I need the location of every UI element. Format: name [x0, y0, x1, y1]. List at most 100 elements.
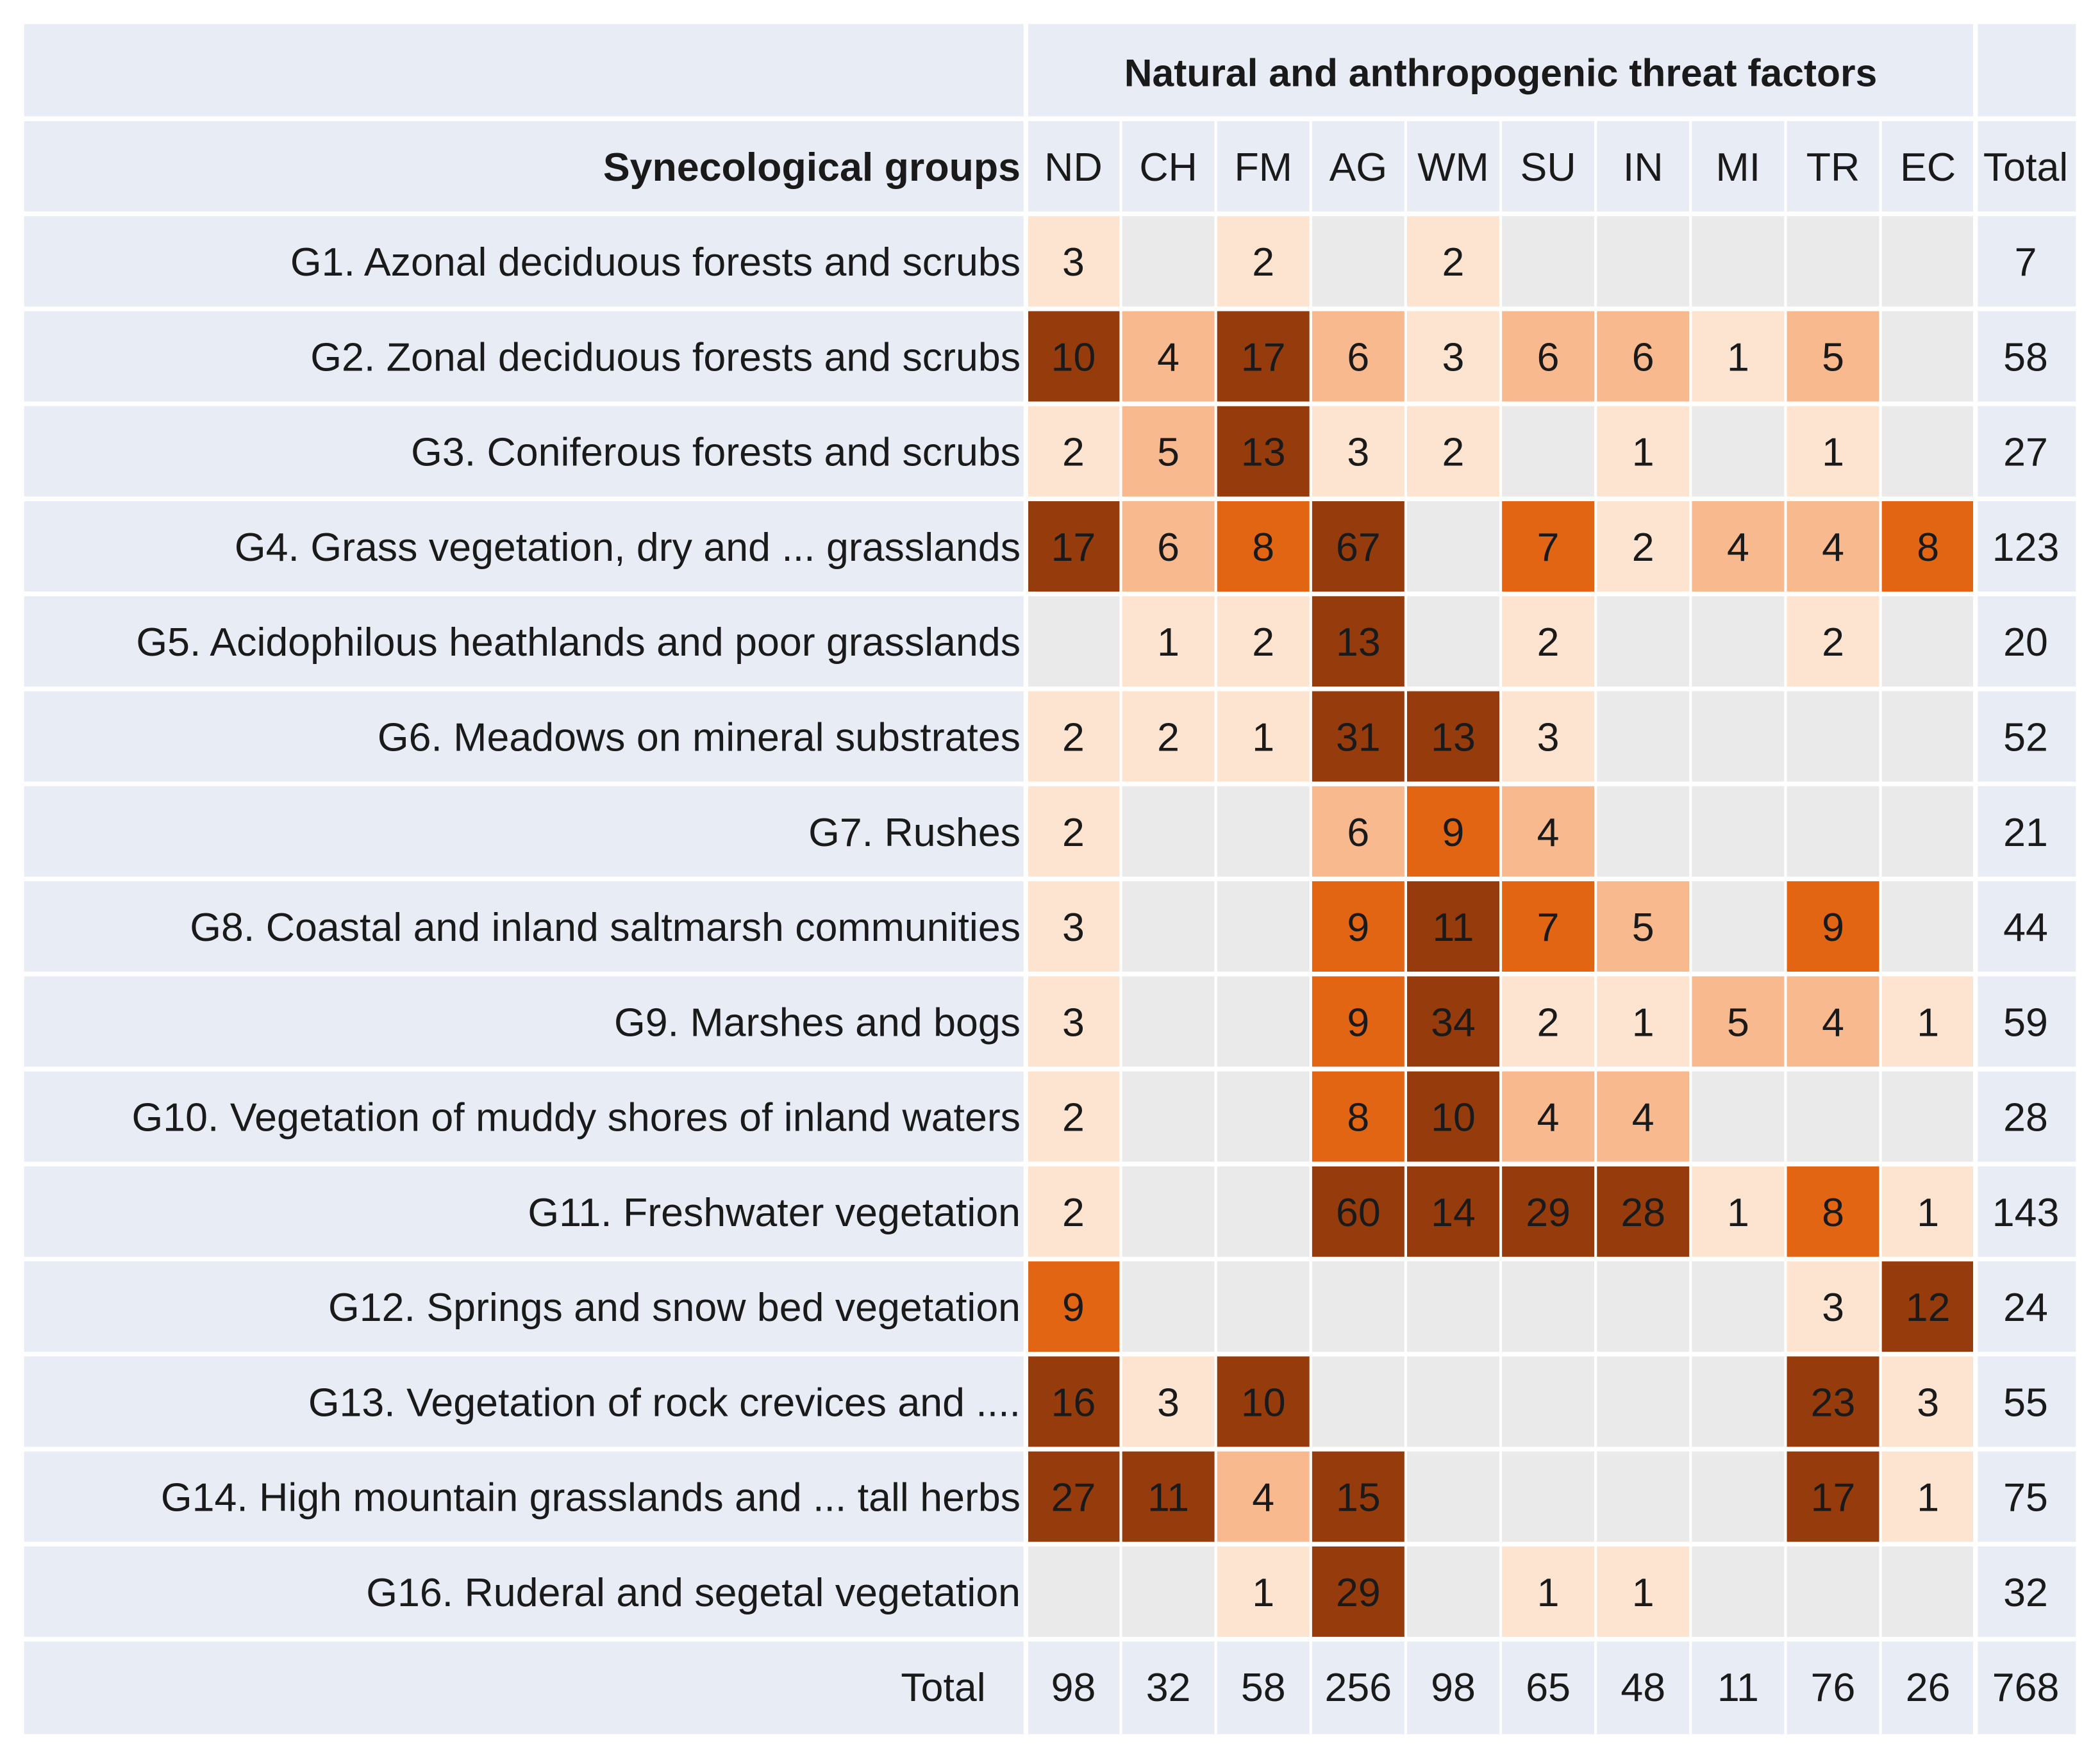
cell-value: 12	[1906, 1285, 1951, 1330]
heatmap-cell	[1026, 688, 1121, 784]
cell-value: 17	[1241, 335, 1286, 380]
column-header: IN	[1623, 145, 1663, 190]
heatmap-cell	[1596, 784, 1691, 879]
cell-value: 3	[1442, 335, 1465, 380]
row-label: G16. Ruderal and segetal vegetation	[366, 1570, 1021, 1615]
row-total: 21	[2003, 810, 2048, 855]
heatmap-cell	[1501, 1164, 1596, 1259]
column-header: EC	[1900, 145, 1956, 190]
row-label: G5. Acidophilous heathlands and poor gra…	[136, 620, 1021, 665]
heatmap-cell	[1026, 499, 1121, 594]
cell-value: 3	[1062, 905, 1085, 950]
heatmap-cell	[1215, 1544, 1311, 1639]
heatmap-cell	[1121, 879, 1216, 974]
heatmap-cell	[1405, 1448, 1501, 1545]
heatmap-cell	[1026, 1544, 1121, 1639]
cell-value: 1	[1727, 335, 1749, 380]
heatmap-cell	[1690, 974, 1786, 1069]
heatmap-cell	[1501, 404, 1596, 499]
row-total: 143	[1992, 1190, 2060, 1235]
heatmap-cell	[1026, 1259, 1121, 1354]
heatmap-cell	[1405, 974, 1501, 1069]
heatmap-cell	[1596, 1448, 1691, 1545]
heatmap-cell	[1690, 1259, 1786, 1354]
heatmap-cell	[1121, 308, 1216, 404]
column-total: 48	[1621, 1665, 1665, 1710]
heatmap-cell	[1880, 1448, 1976, 1545]
heatmap-cell	[1880, 1544, 1976, 1639]
heatmap-cell	[1405, 213, 1501, 309]
heatmap-cell	[1596, 1164, 1691, 1259]
heatmap-cell	[1596, 308, 1691, 404]
heatmap-cell	[1121, 1448, 1216, 1545]
heatmap-cell	[1026, 1164, 1121, 1259]
heatmap-cell	[1310, 1448, 1406, 1545]
cell-value: 11	[1432, 905, 1474, 950]
heatmap-cell	[1596, 404, 1691, 499]
heatmap-cell	[1501, 1354, 1596, 1449]
heatmap-cell	[1596, 1544, 1691, 1639]
cell-value: 13	[1241, 430, 1286, 475]
column-total: 11	[1717, 1665, 1759, 1710]
heatmap-cell	[1026, 1068, 1121, 1165]
cell-value: 9	[1822, 905, 1844, 950]
heatmap-cell	[1785, 593, 1881, 689]
heatmap-cell	[1026, 879, 1121, 974]
cell-value: 10	[1051, 335, 1096, 380]
cell-value: 4	[1632, 1095, 1654, 1140]
row-total: 20	[2003, 620, 2048, 665]
cell-value: 1	[1822, 430, 1844, 475]
heatmap-cell	[1501, 974, 1596, 1069]
heatmap-cell	[1785, 308, 1881, 404]
heatmap-cells-layer	[1026, 213, 1976, 1639]
cell-value: 4	[1822, 525, 1844, 570]
grand-total-value: 768	[1992, 1665, 2060, 1710]
column-total: 58	[1241, 1665, 1286, 1710]
cell-value: 1	[1252, 715, 1274, 760]
heatmap-cell	[1690, 308, 1786, 404]
heatmap-cell	[1690, 1448, 1786, 1545]
heatmap-cell	[1215, 308, 1311, 404]
cell-value: 8	[1917, 525, 1939, 570]
cell-value: 13	[1336, 620, 1381, 665]
heatmap-cell	[1121, 974, 1216, 1069]
heatmap-cell	[1215, 499, 1311, 594]
heatmap-cell	[1785, 1259, 1881, 1354]
row-label: G6. Meadows on mineral substrates	[378, 715, 1021, 760]
heatmap-cell	[1501, 499, 1596, 594]
heatmap-cell	[1405, 1354, 1501, 1449]
row-label: G7. Rushes	[808, 810, 1021, 855]
row-label: G12. Springs and snow bed vegetation	[328, 1285, 1021, 1330]
cell-value: 28	[1621, 1190, 1665, 1235]
row-label: G10. Vegetation of muddy shores of inlan…	[132, 1095, 1021, 1140]
heatmap-cell	[1690, 1068, 1786, 1165]
cell-value: 2	[1632, 525, 1654, 570]
heatmap-cell	[1310, 879, 1406, 974]
column-total: 65	[1526, 1665, 1571, 1710]
cell-value: 3	[1157, 1380, 1179, 1425]
cell-value: 2	[1442, 430, 1465, 475]
cell-value: 29	[1526, 1190, 1571, 1235]
cell-value: 5	[1822, 335, 1844, 380]
cell-value: 3	[1917, 1380, 1939, 1425]
heatmap-cell	[1690, 1354, 1786, 1449]
heatmap-cell	[1596, 1068, 1691, 1165]
cell-value: 3	[1537, 715, 1560, 760]
row-total: 59	[2003, 1000, 2048, 1045]
heatmap-cell	[1310, 213, 1406, 309]
heatmap-cell	[1880, 499, 1976, 594]
heatmap-cell	[1405, 593, 1501, 689]
heatmap-cell	[1026, 404, 1121, 499]
column-total: 26	[1906, 1665, 1951, 1710]
heatmap-cell	[1785, 1354, 1881, 1449]
cell-value: 14	[1431, 1190, 1476, 1235]
heatmap-cell	[1785, 1448, 1881, 1545]
heatmap-cell	[1596, 1354, 1691, 1449]
heatmap-cell	[1690, 593, 1786, 689]
cell-value: 9	[1347, 905, 1369, 950]
heatmap-cell	[1310, 593, 1406, 689]
row-label: G8. Coastal and inland saltmarsh communi…	[190, 905, 1021, 950]
heatmap-cell	[1405, 404, 1501, 499]
row-label: G3. Coniferous forests and scrubs	[411, 430, 1021, 475]
